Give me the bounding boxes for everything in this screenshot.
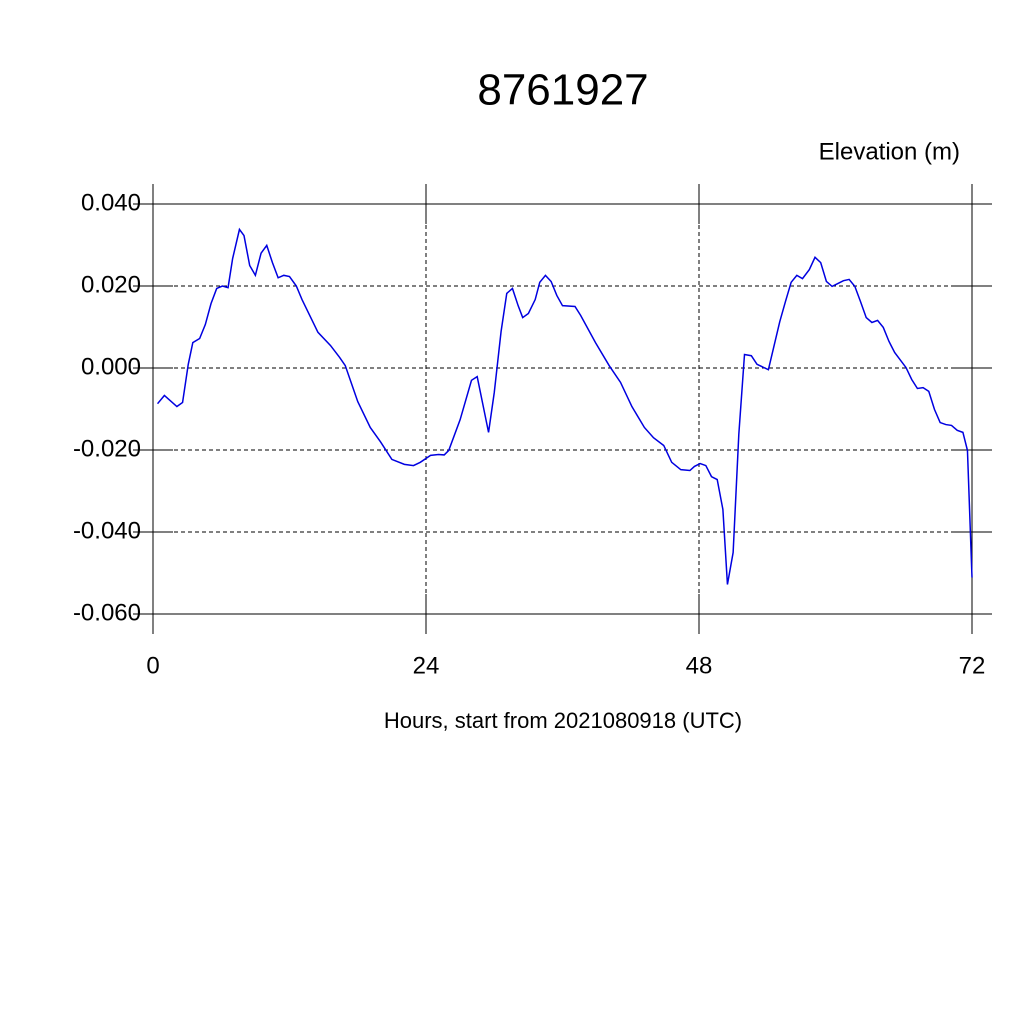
y-tick-label: -0.060 bbox=[73, 599, 141, 626]
plot-frame bbox=[152, 203, 973, 615]
y-tick-label: 0.000 bbox=[81, 353, 141, 380]
y-tick-label: 0.020 bbox=[81, 271, 141, 298]
x-tick-label: 48 bbox=[686, 652, 713, 679]
y-axis-title: Elevation (m) bbox=[819, 138, 960, 165]
y-tick-label: -0.020 bbox=[73, 435, 141, 462]
x-tick-label: 0 bbox=[146, 652, 159, 679]
chart-title: 8761927 bbox=[477, 66, 648, 115]
y-tick-label: 0.040 bbox=[81, 189, 141, 216]
y-tick-label: -0.040 bbox=[73, 517, 141, 544]
x-tick-label: 24 bbox=[413, 652, 440, 679]
x-axis-title: Hours, start from 2021080918 (UTC) bbox=[384, 708, 742, 733]
x-tick-label: 72 bbox=[959, 652, 986, 679]
data-line bbox=[156, 227, 973, 585]
